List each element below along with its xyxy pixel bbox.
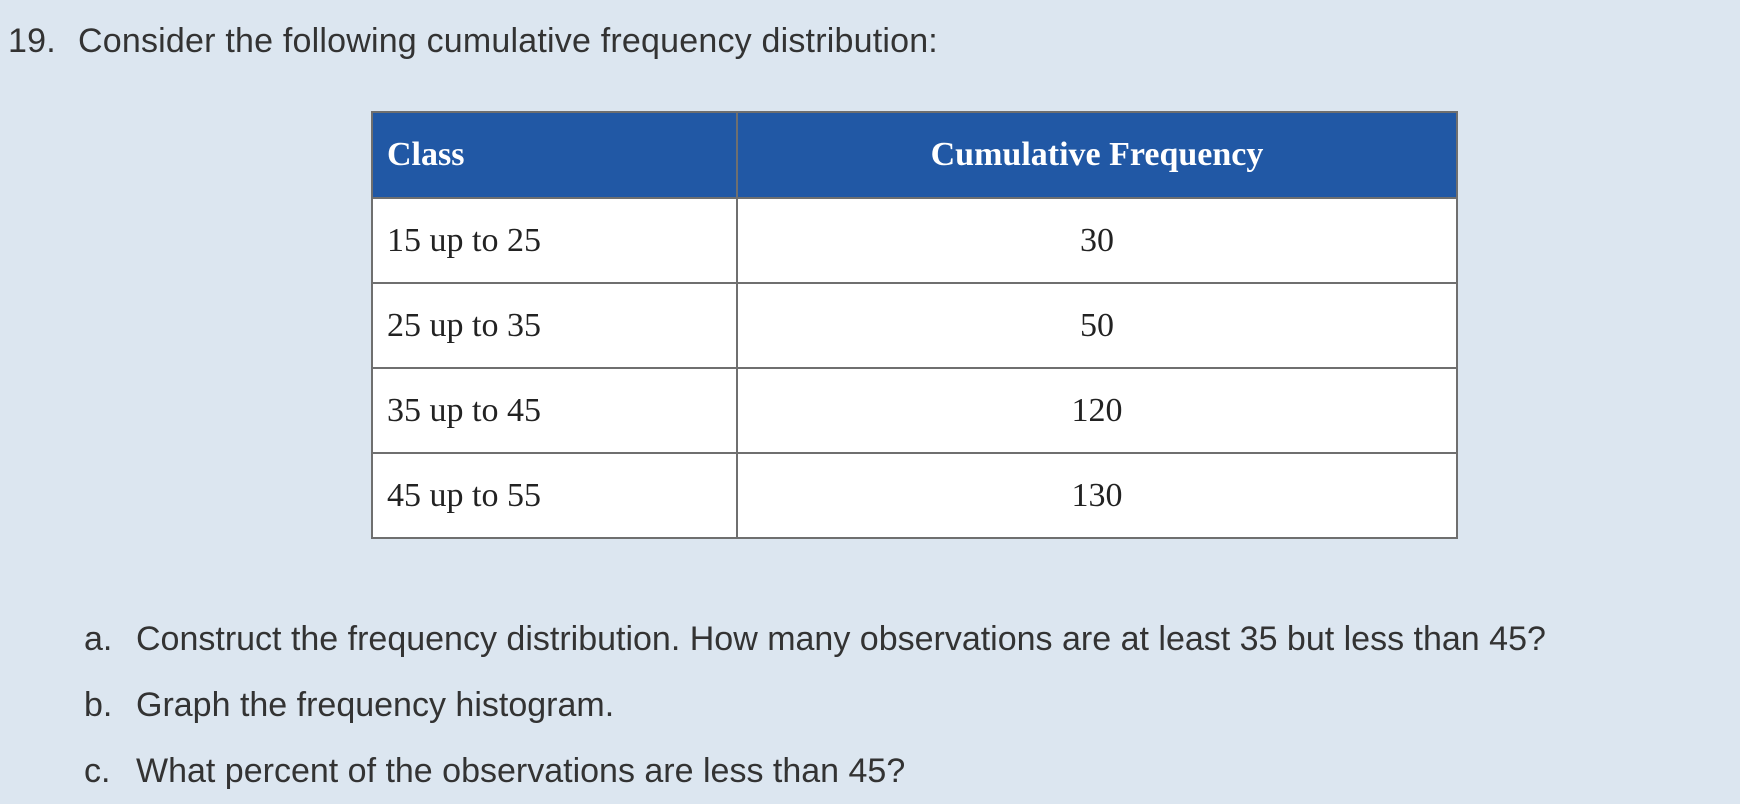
class-cell: 25 up to 35 <box>371 282 738 369</box>
class-cell: 45 up to 55 <box>371 452 738 539</box>
question-parts-list: a. Construct the frequency distribution.… <box>84 606 1546 804</box>
table-row: 45 up to 55 130 <box>371 452 1458 539</box>
part-letter: b. <box>84 685 113 724</box>
table-row: 25 up to 35 50 <box>371 282 1458 369</box>
table-row: 15 up to 25 30 <box>371 197 1458 284</box>
cumulative-frequency-cell: 30 <box>736 197 1458 284</box>
question-heading: 19. Consider the following cumulative fr… <box>8 22 938 61</box>
cumulative-frequency-cell: 120 <box>736 367 1458 454</box>
part-text: Construct the frequency distribution. Ho… <box>136 619 1546 658</box>
part-text: Graph the frequency histogram. <box>136 685 615 724</box>
part-letter: a. <box>84 619 113 658</box>
cumulative-frequency-table: Class Cumulative Frequency 15 up to 25 3… <box>371 111 1458 539</box>
question-part-a: a. Construct the frequency distribution.… <box>84 606 1546 672</box>
cumulative-frequency-cell: 50 <box>736 282 1458 369</box>
question-number: 19. <box>8 22 56 60</box>
table-header-row: Class Cumulative Frequency <box>371 111 1458 199</box>
part-text: What percent of the observations are les… <box>136 751 906 790</box>
class-cell: 15 up to 25 <box>371 197 738 284</box>
table-row: 35 up to 45 120 <box>371 367 1458 454</box>
column-header-cumulative-frequency: Cumulative Frequency <box>736 111 1458 199</box>
class-cell: 35 up to 45 <box>371 367 738 454</box>
question-prompt: Consider the following cumulative freque… <box>78 22 938 60</box>
column-header-class: Class <box>371 111 738 199</box>
part-letter: c. <box>84 751 111 790</box>
question-part-c: c. What percent of the observations are … <box>84 738 1546 804</box>
cumulative-frequency-cell: 130 <box>736 452 1458 539</box>
question-part-b: b. Graph the frequency histogram. <box>84 672 1546 738</box>
